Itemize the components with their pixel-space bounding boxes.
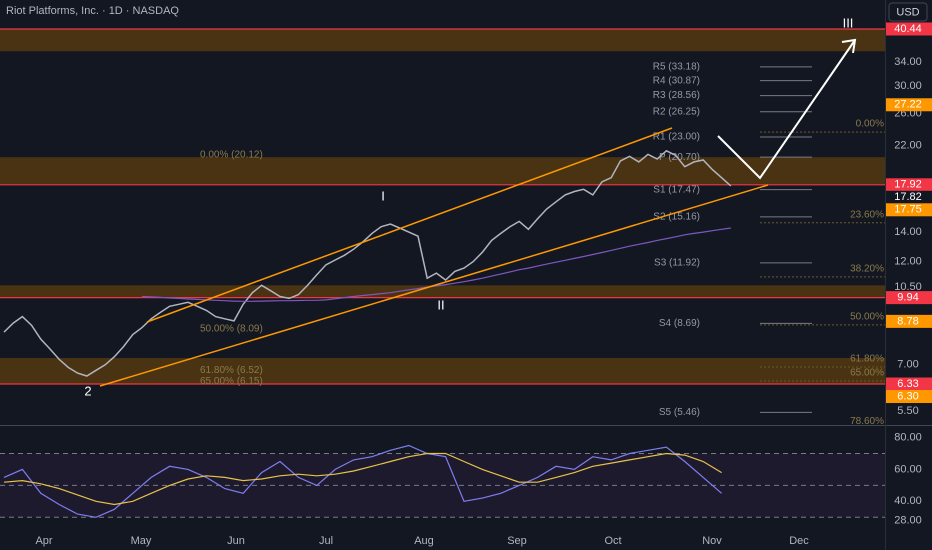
zone xyxy=(0,157,885,185)
pivot-label: R1 (23.00) xyxy=(653,132,700,143)
price-badge-label: 17.92 xyxy=(894,179,922,191)
zone xyxy=(0,358,885,385)
pivot-label: S2 (15.16) xyxy=(653,211,700,222)
price-badge xyxy=(886,314,932,328)
currency-box[interactable] xyxy=(888,2,928,22)
x-tick-label: May xyxy=(131,535,152,547)
price-badge xyxy=(886,390,932,404)
x-tick-label: Sep xyxy=(507,535,527,547)
price-badge-label: 8.78 xyxy=(897,315,918,327)
price-badge-label: 27.22 xyxy=(894,99,922,111)
price-badge-label: 17.75 xyxy=(894,204,922,216)
wave-label: III xyxy=(843,15,854,30)
price-line xyxy=(3,149,732,377)
y-tick-label: 40.00 xyxy=(894,495,922,507)
y-tick-label: 28.00 xyxy=(894,514,922,526)
channel-lower xyxy=(99,184,769,387)
price-scale: 34.0030.0026.0022.0016.0014.0012.0010.50… xyxy=(886,22,932,526)
x-tick-label: Aug xyxy=(414,535,434,547)
y-tick-label: 10.50 xyxy=(894,281,922,293)
zone xyxy=(0,28,885,52)
pivot-label: R3 (28.56) xyxy=(653,90,700,101)
moving-average xyxy=(141,227,731,302)
pivot-label: P (20.70) xyxy=(659,152,700,163)
price-badge xyxy=(886,178,932,192)
x-tick-label: Jul xyxy=(319,535,333,547)
fib-label: 23.60% xyxy=(850,209,884,220)
x-tick-label: Dec xyxy=(789,535,809,547)
y-tick-label: 12.00 xyxy=(894,255,922,267)
price-badge-label: 9.94 xyxy=(897,292,918,304)
fib-label: 65.00% xyxy=(850,368,884,379)
fib-label: 38.20% xyxy=(850,263,884,274)
x-tick-label: Apr xyxy=(35,535,52,547)
x-tick-label: Jun xyxy=(227,535,245,547)
fib-label: 78.60% xyxy=(850,416,884,427)
zone xyxy=(0,285,885,298)
price-badge-label: 17.82 xyxy=(894,191,922,203)
price-badge xyxy=(886,190,932,204)
pivot-label: R5 (33.18) xyxy=(653,62,700,73)
fib-label: 65.00% (6.15) xyxy=(200,376,263,387)
price-badge xyxy=(886,291,932,305)
wave-label: I xyxy=(381,188,385,203)
fib-label: 50.00% (8.09) xyxy=(200,324,263,335)
pivot-label: S3 (11.92) xyxy=(654,257,700,268)
pivot-label: S1 (17.47) xyxy=(653,184,700,195)
drawings xyxy=(99,38,857,387)
fib-label: 50.00% xyxy=(850,312,884,323)
pivot-label: S4 (8.69) xyxy=(659,318,700,329)
y-tick-label: 14.00 xyxy=(894,226,922,238)
y-tick-label: 30.00 xyxy=(894,80,922,92)
price-badge xyxy=(886,203,932,217)
price-badge xyxy=(886,377,932,391)
y-tick-label: 22.00 xyxy=(894,139,922,151)
rsi-line xyxy=(3,444,722,518)
price-badge-label: 40.44 xyxy=(894,23,922,35)
y-tick-label: 60.00 xyxy=(894,463,922,475)
y-tick-label: 7.00 xyxy=(897,359,918,371)
fib-label: 61.80% (6.52) xyxy=(200,365,263,376)
price-badge-label: 6.30 xyxy=(897,390,918,402)
y-tick-label: 5.50 xyxy=(897,405,918,417)
chart-title: Riot Platforms, Inc. · 1D · NASDAQ xyxy=(6,5,179,17)
fib-label: 0.00% xyxy=(856,119,884,130)
price-badge-label: 6.33 xyxy=(897,378,918,390)
currency[interactable]: USD xyxy=(896,6,919,18)
fib-label: 61.80% xyxy=(850,354,884,365)
pivot-label: R2 (26.25) xyxy=(653,106,700,117)
pivot-label: S5 (5.46) xyxy=(659,407,700,418)
y-tick-label: 34.00 xyxy=(894,56,922,68)
wave-label: II xyxy=(437,297,444,312)
channel-upper xyxy=(146,127,673,323)
fib-label: 0.00% (20.12) xyxy=(200,149,263,160)
rsi-pane xyxy=(0,444,885,518)
x-tick-label: Nov xyxy=(702,535,722,547)
price-pane: R5 (33.18) R4 (30.87) R3 (28.56) R2 (26.25)… xyxy=(0,15,885,427)
pivot-label: R4 (30.87) xyxy=(653,75,700,86)
projection-arrow xyxy=(717,39,856,180)
price-badge xyxy=(886,22,932,36)
y-tick-label: 80.00 xyxy=(894,431,922,443)
arrow-head xyxy=(841,38,857,54)
wave-label: 2 xyxy=(84,383,91,398)
price-badge xyxy=(886,98,932,112)
rsi-average xyxy=(3,452,722,506)
x-tick-label: Oct xyxy=(604,535,621,547)
